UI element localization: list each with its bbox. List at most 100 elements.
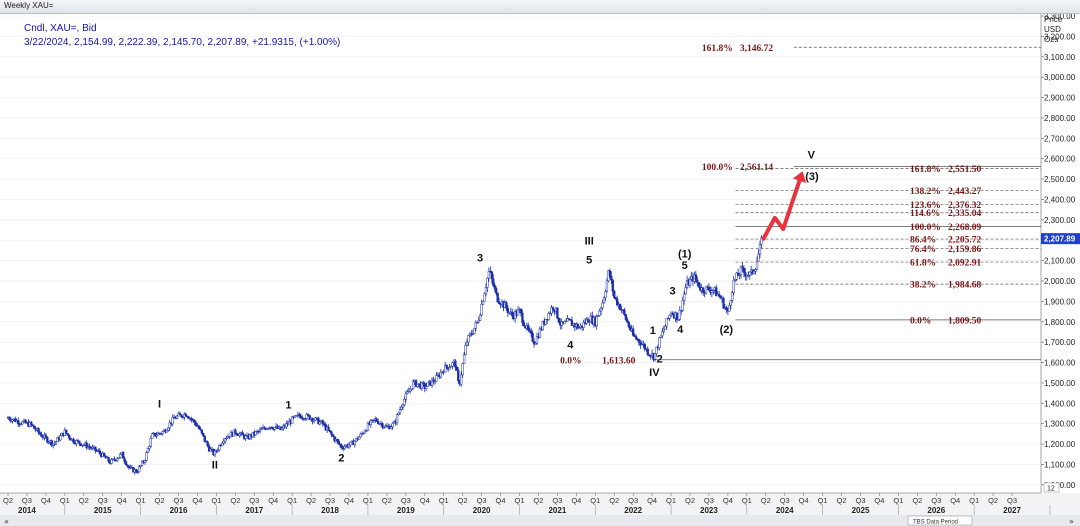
candle-body (731, 292, 734, 301)
candle-body (299, 415, 303, 419)
quarter-label: Q1 (969, 496, 979, 505)
candle-body (308, 415, 311, 420)
candle-body (349, 441, 352, 446)
wave-label: (1) (678, 249, 692, 261)
candle-body (556, 307, 559, 319)
wave-label: 5 (682, 260, 688, 272)
candle-body (444, 364, 447, 373)
candle-body (46, 437, 49, 443)
candle-body (94, 446, 97, 451)
ytick-label: 2,000.00 (1044, 277, 1076, 286)
candle-body (741, 266, 744, 269)
candle-body (484, 287, 488, 295)
fib-percent: 100.0% (910, 223, 941, 233)
fib-value: 2,561.14 (740, 163, 774, 173)
candle-body (758, 244, 762, 255)
candle-body (33, 425, 36, 429)
quarter-label: Q3 (173, 496, 183, 505)
quarter-label: Q1 (742, 496, 752, 505)
candle-body (694, 274, 697, 281)
fib-value: 2,335.04 (948, 209, 982, 219)
candle-body (333, 436, 336, 441)
axis-box[interactable] (1043, 482, 1060, 493)
candle-body (76, 440, 80, 442)
candle-body (328, 430, 332, 433)
fib-value: 2,205.72 (948, 236, 982, 246)
candle-body (218, 444, 221, 451)
candle-body (521, 312, 524, 323)
scroll-right-icon[interactable]: » (1069, 517, 1074, 526)
wave-label: 4 (567, 339, 574, 351)
fib-value: 2,159.86 (948, 245, 982, 255)
candle-body (736, 272, 740, 277)
quarter-label: Q3 (931, 496, 941, 505)
candle-body (216, 449, 219, 452)
candles-layer (6, 235, 763, 475)
year-label: 2014 (18, 506, 36, 515)
candle-body (215, 450, 218, 452)
quarter-label: Q2 (912, 496, 922, 505)
candle-body (103, 452, 106, 457)
fib-percent: 0.0% (560, 356, 581, 366)
quarter-label: Q3 (552, 496, 562, 505)
candle-body (241, 432, 244, 436)
candle-body (712, 289, 715, 292)
candle-body (343, 446, 346, 449)
candle-body (285, 423, 288, 428)
candle-body (148, 446, 151, 449)
candle-body (257, 430, 260, 433)
candle-body (497, 301, 501, 304)
quarter-label: Q2 (609, 496, 619, 505)
candle-body (161, 431, 164, 435)
wave-label: 2 (657, 354, 663, 366)
candle-body (200, 429, 203, 434)
candle-body (624, 314, 628, 320)
candle-body (637, 339, 641, 343)
candle-body (52, 443, 55, 446)
candle-body (414, 379, 418, 387)
candle-body (678, 310, 681, 320)
quarter-label: Q3 (477, 496, 487, 505)
scroll-left-icon[interactable]: « (4, 517, 9, 526)
candle-body (172, 416, 176, 419)
quarter-label: Q1 (287, 496, 297, 505)
candle-body (601, 302, 604, 309)
candle-body (564, 320, 568, 323)
candle-body (496, 292, 499, 303)
candle-body (40, 433, 43, 438)
candle-body (662, 329, 665, 332)
wave-label: III (585, 235, 594, 247)
time-axis (0, 493, 1080, 515)
candle-body (734, 279, 737, 281)
candle-body (149, 438, 152, 447)
year-label: 2017 (245, 506, 263, 515)
ytick-label: 2,600.00 (1044, 155, 1076, 164)
candle-body (481, 300, 485, 305)
candle-body (194, 422, 198, 426)
candle-body (390, 426, 393, 430)
candle-body (715, 287, 718, 297)
ytick-label: 1,800.00 (1044, 318, 1076, 327)
candle-body (422, 382, 425, 385)
candle-body (398, 409, 402, 414)
candle-body (665, 317, 668, 327)
plot-area (0, 14, 1041, 493)
candle-body (738, 274, 741, 277)
candle-body (140, 461, 144, 466)
candle-body (225, 437, 228, 440)
candle-body (563, 321, 566, 324)
horizontal-scrollbar[interactable] (0, 515, 1080, 526)
candle-body (347, 444, 351, 448)
wave-label: (3) (805, 171, 819, 183)
candle-body (534, 343, 537, 345)
candle-body (167, 427, 170, 431)
quarter-label: Q3 (98, 496, 108, 505)
candle-body (359, 433, 362, 438)
candle-body (479, 314, 482, 321)
candle-body (486, 277, 489, 288)
year-label: 2025 (852, 506, 870, 515)
candle-body (473, 327, 476, 334)
candle-body (729, 300, 732, 306)
year-label: 2027 (1003, 506, 1021, 515)
